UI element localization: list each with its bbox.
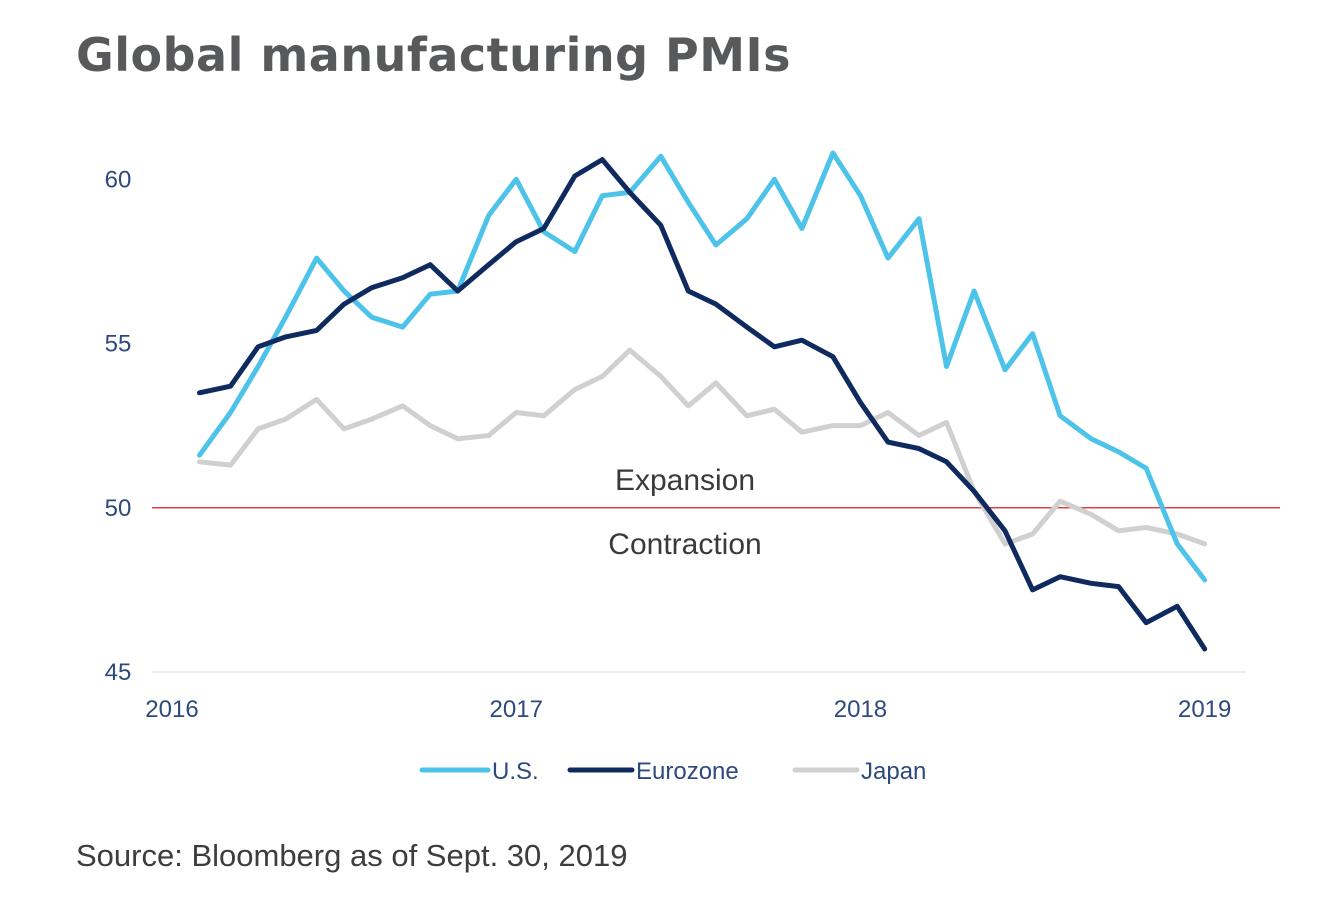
source-note: Source: Bloomberg as of Sept. 30, 2019	[76, 838, 628, 873]
y-tick-label: 55	[105, 331, 132, 358]
x-tick-label: 2018	[834, 696, 887, 723]
y-tick-label: 45	[105, 659, 132, 686]
legend-label-japan: Japan	[861, 758, 926, 785]
legend-label-us: U.S.	[492, 758, 539, 785]
chart-legend: U.S. Eurozone Japan	[419, 758, 926, 785]
x-tick-label: 2017	[490, 696, 543, 723]
x-tick-label: 2019	[1178, 696, 1231, 723]
series-line-us	[197, 150, 1208, 583]
series-line-japan	[197, 347, 1208, 547]
chart-title: Global manufacturing PMIs	[76, 28, 792, 82]
expansion-label: Expansion	[615, 464, 755, 497]
reference-line-group: Expansion Contraction	[152, 464, 1280, 561]
legend-label-eurozone: Eurozone	[636, 758, 739, 785]
series-lines	[197, 150, 1208, 652]
axis-ticks: 60 55 50 45 2016 2017 2018 2019	[105, 166, 1232, 723]
y-tick-label: 50	[105, 495, 132, 522]
contraction-label: Contraction	[608, 528, 761, 561]
x-tick-label: 2016	[145, 696, 198, 723]
series-line-eurozone	[197, 157, 1208, 652]
y-tick-label: 60	[105, 166, 132, 193]
